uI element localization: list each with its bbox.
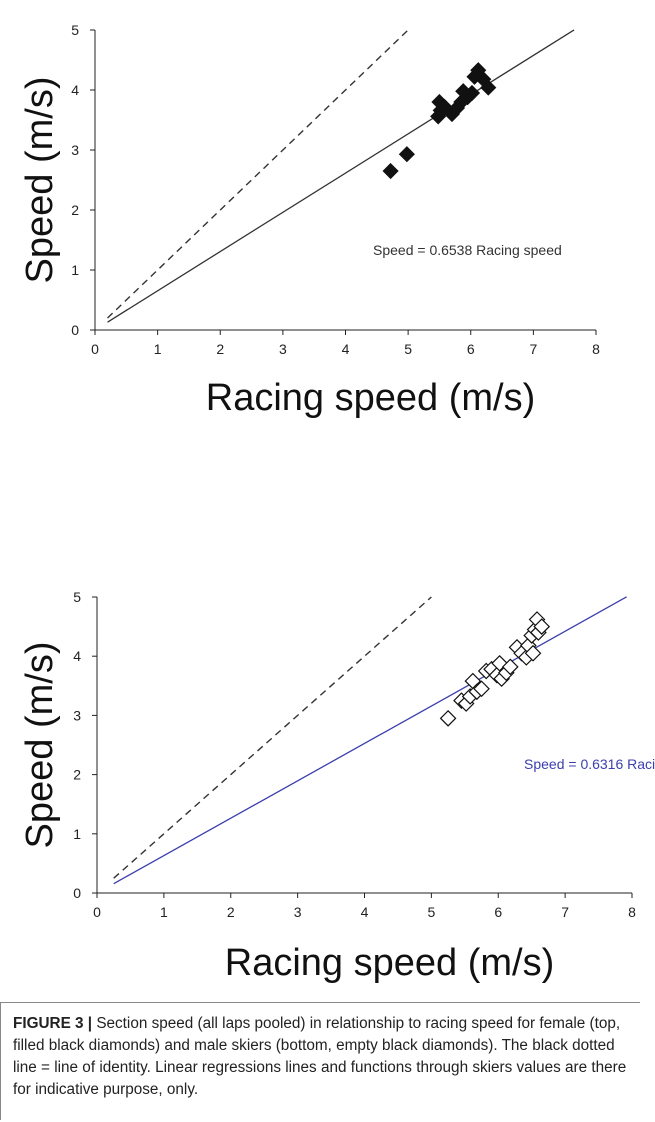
top-x-tick-label: 5 xyxy=(404,341,412,357)
top-y-tick-label: 1 xyxy=(71,262,79,278)
bottom-y-tick-label: 0 xyxy=(73,885,81,901)
top-data-point xyxy=(382,162,399,180)
top-data-point xyxy=(480,79,497,96)
bottom-x-tick-label: 4 xyxy=(361,904,369,920)
top-chart-svg: 0 1 2 3 4 5 6 7 8 0 1 2 3 4 5 Speed = 0.6538 Racing spe… xyxy=(19,22,600,419)
top-x-tick-label: 0 xyxy=(91,341,99,357)
bottom-chart-svg: 0 1 2 3 4 5 6 7 8 0 1 2 3 4 5 Speed = 0.6316 Racing spe… xyxy=(19,589,655,984)
bottom-data-point xyxy=(501,658,519,676)
top-identity-line xyxy=(107,29,409,319)
bottom-x-tick-label: 5 xyxy=(427,904,435,920)
top-data-point xyxy=(463,84,481,102)
bottom-x-tick-label: 2 xyxy=(227,904,235,920)
top-x-tick-label: 4 xyxy=(342,341,350,357)
figure-caption: FIGURE 3 | Section speed (all laps poole… xyxy=(0,1002,640,1120)
top-x-tick-label: 3 xyxy=(279,341,287,357)
top-x-tick-label: 8 xyxy=(592,341,600,357)
top-x-tick-label: 6 xyxy=(467,341,475,357)
bottom-data-point xyxy=(524,644,542,662)
bottom-data-point xyxy=(473,680,490,698)
bottom-x-tick-label: 1 xyxy=(160,904,168,920)
bottom-x-axis-title: Racing speed (m/s) xyxy=(225,942,554,984)
top-y-tick-label: 2 xyxy=(71,202,79,218)
top-y-tick-label: 3 xyxy=(71,142,79,158)
bottom-x-tick-label: 3 xyxy=(294,904,302,920)
top-y-tick-label: 5 xyxy=(71,22,79,38)
bottom-data-point xyxy=(439,710,457,727)
top-x-tick-label: 7 xyxy=(529,341,537,357)
bottom-y-tick-label: 2 xyxy=(73,767,81,783)
bottom-y-axis-title: Speed (m/s) xyxy=(19,642,61,849)
top-x-tick-label: 1 xyxy=(154,341,162,357)
caption-text: Section speed (all laps pooled) in relat… xyxy=(13,1015,627,1098)
bottom-y-tick-label: 3 xyxy=(73,707,81,723)
bottom-identity-line xyxy=(113,596,432,879)
bottom-x-tick-label: 6 xyxy=(494,904,502,920)
bottom-x-tick-label: 7 xyxy=(561,904,569,920)
bottom-regression-label: Speed = 0.6316 Racing speed xyxy=(524,756,655,772)
top-y-axis-title: Speed (m/s) xyxy=(19,77,61,284)
top-regression-line xyxy=(107,29,575,323)
bottom-x-tick-label: 0 xyxy=(93,904,101,920)
top-data-point xyxy=(398,146,415,163)
top-scatter-chart: 0 1 2 3 4 5 6 7 8 0 1 2 3 4 5 Speed = 0.6538 Racing spe… xyxy=(0,0,655,440)
top-x-tick-label: 2 xyxy=(216,341,224,357)
bottom-scatter-chart: 0 1 2 3 4 5 6 7 8 0 1 2 3 4 5 Speed = 0.6316 Racing spe… xyxy=(0,580,655,1000)
caption-label: FIGURE 3 | xyxy=(13,1015,93,1032)
bottom-x-tick-label: 8 xyxy=(628,904,636,920)
top-y-tick-label: 0 xyxy=(71,322,79,338)
bottom-y-tick-label: 1 xyxy=(73,826,81,842)
bottom-data-point xyxy=(533,618,551,635)
bottom-regression-line xyxy=(113,596,627,885)
top-y-tick-label: 4 xyxy=(71,82,79,98)
top-regression-label: Speed = 0.6538 Racing speed xyxy=(373,242,562,258)
top-x-axis-title: Racing speed (m/s) xyxy=(206,377,535,419)
bottom-y-tick-label: 4 xyxy=(73,648,81,664)
bottom-y-tick-label: 5 xyxy=(73,589,81,605)
